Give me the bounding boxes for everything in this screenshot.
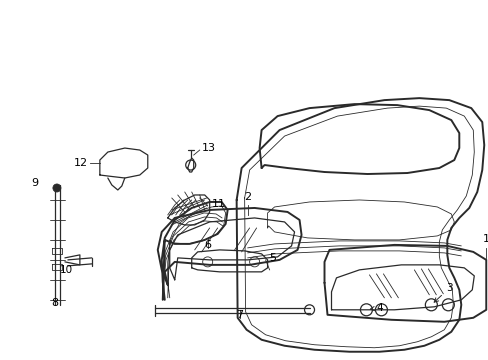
Circle shape: [53, 184, 61, 192]
Text: 7: 7: [236, 310, 243, 320]
Text: 8: 8: [51, 298, 59, 308]
Text: 1: 1: [482, 234, 488, 244]
Text: 6: 6: [204, 240, 211, 250]
Text: 9: 9: [31, 178, 38, 188]
Text: 13: 13: [201, 143, 215, 153]
Text: 4: 4: [369, 303, 382, 313]
Text: 2: 2: [244, 192, 251, 202]
Text: 5: 5: [269, 253, 276, 263]
Text: 3: 3: [433, 283, 452, 302]
Text: 12: 12: [74, 158, 88, 168]
Text: 10: 10: [60, 265, 73, 275]
Text: 11: 11: [211, 199, 225, 209]
